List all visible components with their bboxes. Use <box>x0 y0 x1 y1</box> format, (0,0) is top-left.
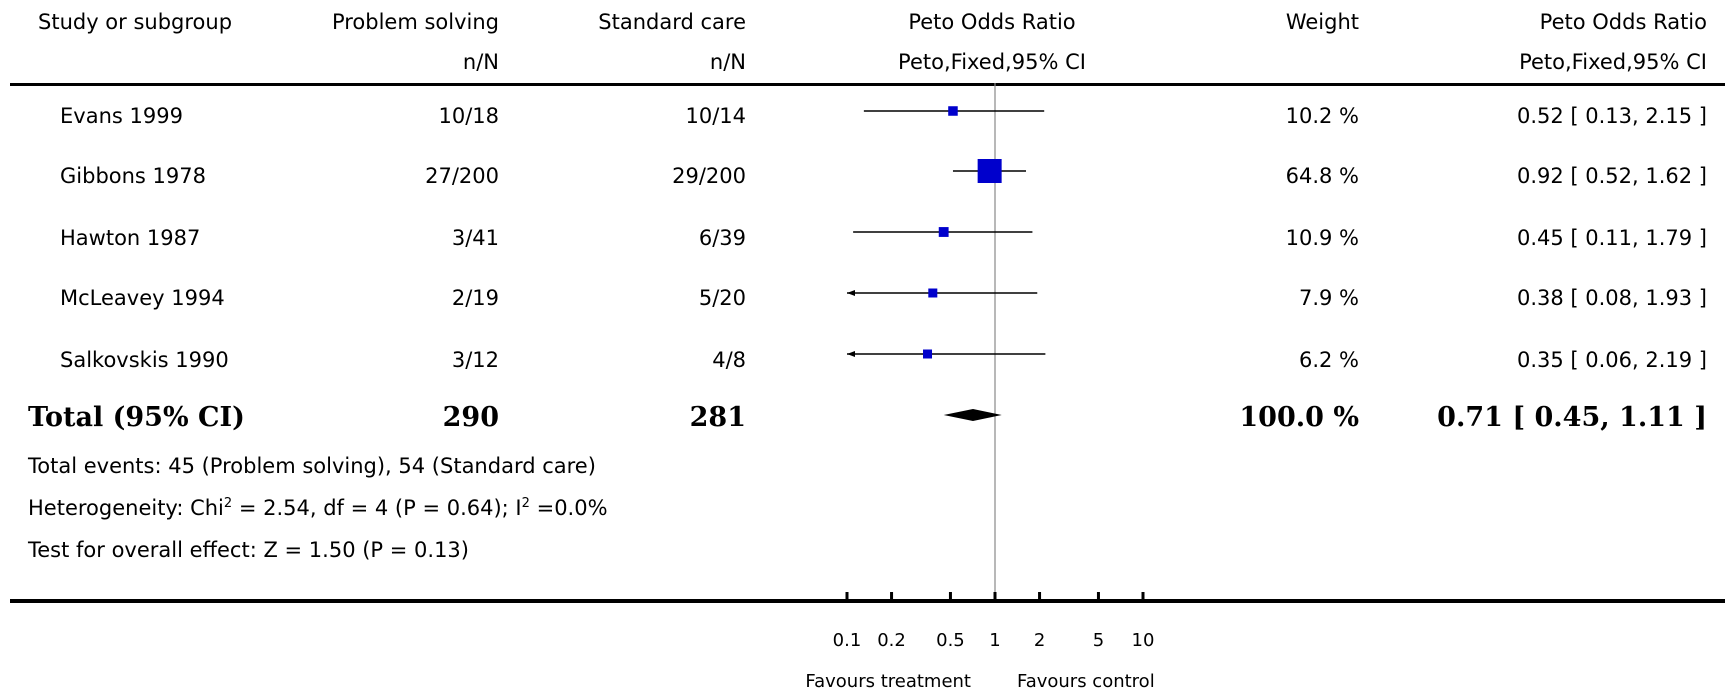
overall-effect-note: Test for overall effect: Z = 1.50 (P = 0… <box>28 538 469 562</box>
total-weight: 100.0 % <box>1239 402 1359 433</box>
study-name: Gibbons 1978 <box>60 164 206 188</box>
total-group2: 281 <box>689 402 746 433</box>
col-header-group2-sub: n/N <box>709 50 746 74</box>
study-point <box>977 159 1002 183</box>
study-group2: 6/39 <box>698 226 746 250</box>
heterogeneity-note: Heterogeneity: Chi2 = 2.54, df = 4 (P = … <box>28 496 608 520</box>
pooled-diamond <box>943 409 1002 421</box>
total-label: Total (95% CI) <box>28 402 245 433</box>
col-header-result-sub: Peto,Fixed,95% CI <box>1519 50 1707 74</box>
study-ci: 0.52 [ 0.13, 2.15 ] <box>1516 104 1707 128</box>
study-name: Salkovskis 1990 <box>60 348 229 372</box>
study-point <box>948 106 958 116</box>
footer-rule <box>10 599 1725 603</box>
col-header-weight: Weight <box>1285 10 1359 34</box>
study-weight: 7.9 % <box>1298 286 1359 310</box>
study-weight: 10.2 % <box>1285 104 1359 128</box>
axis-tick-label: 5 <box>1093 630 1104 651</box>
study-group2: 5/20 <box>698 286 746 310</box>
col-header-study: Study or subgroup <box>38 10 233 34</box>
study-weight: 64.8 % <box>1285 164 1359 188</box>
study-point <box>923 349 933 359</box>
study-group1: 2/19 <box>451 286 499 310</box>
study-name: McLeavey 1994 <box>60 286 225 310</box>
axis-tick-label: 10 <box>1132 630 1155 651</box>
study-group1: 27/200 <box>425 164 499 188</box>
header-rule <box>10 83 1725 86</box>
study-ci: 0.38 [ 0.08, 1.93 ] <box>1516 286 1707 310</box>
total-group1: 290 <box>442 402 499 433</box>
col-header-plot: Peto Odds Ratio <box>908 10 1076 34</box>
study-ci: 0.45 [ 0.11, 1.79 ] <box>1516 226 1707 250</box>
study-group2: 29/200 <box>672 164 746 188</box>
study-group1: 3/41 <box>451 226 499 250</box>
col-header-group1: Problem solving <box>331 10 499 34</box>
study-group2: 4/8 <box>712 348 746 372</box>
col-header-plot-sub: Peto,Fixed,95% CI <box>898 50 1086 74</box>
axis-tick-label: 0.1 <box>833 630 862 651</box>
study-point <box>938 227 949 237</box>
study-group1: 10/18 <box>438 104 499 128</box>
study-name: Hawton 1987 <box>60 226 201 250</box>
axis-tick-label: 0.5 <box>936 630 965 651</box>
favours-right-label: Favours control <box>1017 671 1155 692</box>
col-header-result: Peto Odds Ratio <box>1539 10 1707 34</box>
study-weight: 10.9 % <box>1285 226 1359 250</box>
study-group2: 10/14 <box>685 104 746 128</box>
axis-tick-label: 0.2 <box>877 630 906 651</box>
col-header-group2: Standard care <box>598 10 746 34</box>
ci-arrow <box>847 351 855 357</box>
col-header-group1-sub: n/N <box>462 50 499 74</box>
total-ci: 0.71 [ 0.45, 1.11 ] <box>1437 402 1707 433</box>
axis-tick-label: 1 <box>989 630 1000 651</box>
axis-tick-label: 2 <box>1034 630 1045 651</box>
study-weight: 6.2 % <box>1298 348 1359 372</box>
study-ci: 0.35 [ 0.06, 2.19 ] <box>1516 348 1707 372</box>
total-events-note: Total events: 45 (Problem solving), 54 (… <box>28 454 596 478</box>
study-name: Evans 1999 <box>60 104 183 128</box>
favours-left-label: Favours treatment <box>805 671 971 692</box>
study-group1: 3/12 <box>451 348 499 372</box>
study-ci: 0.92 [ 0.52, 1.62 ] <box>1516 164 1707 188</box>
study-point <box>928 288 938 298</box>
ci-arrow <box>847 290 855 296</box>
